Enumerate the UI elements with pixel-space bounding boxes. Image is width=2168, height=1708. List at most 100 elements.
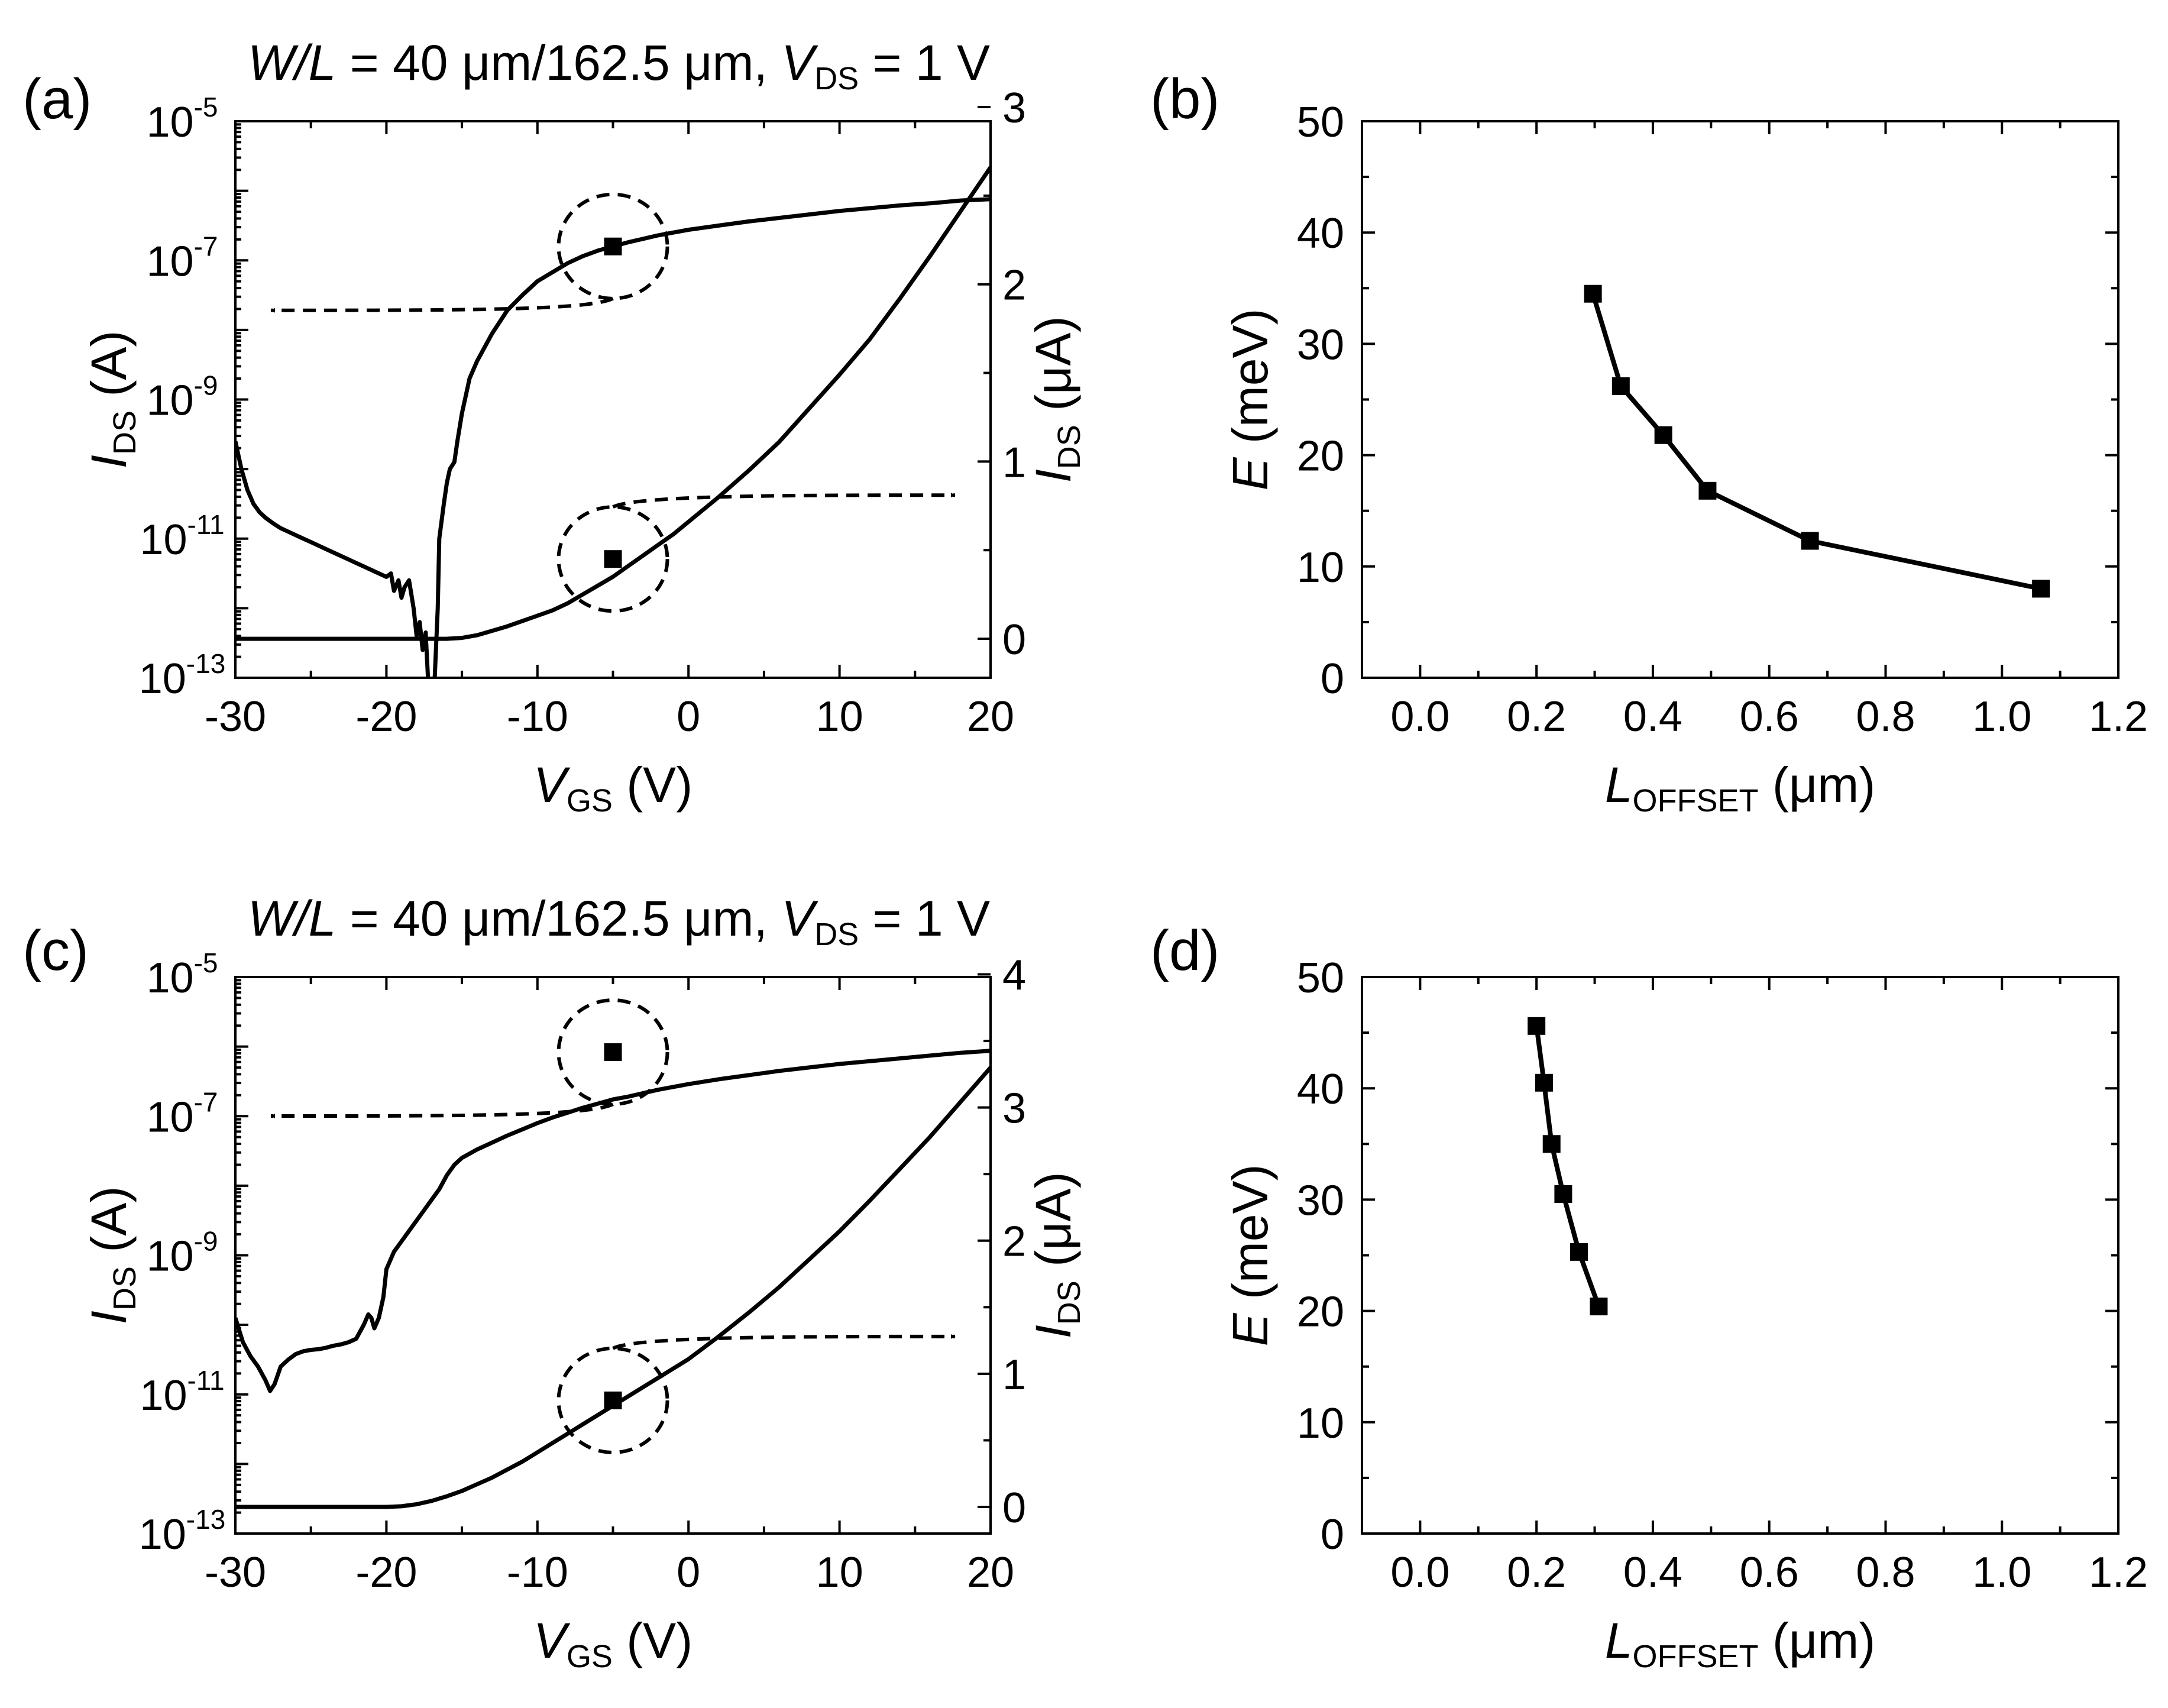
data-point	[2032, 580, 2050, 598]
plot-frame	[1361, 120, 2120, 679]
x-tick-label: -10	[507, 693, 568, 740]
y-left-tick-label: 10-7	[147, 1086, 218, 1141]
x-axis-label: VGS (V)	[533, 1613, 693, 1674]
x-tick-label: 0.2	[1507, 693, 1566, 740]
x-tick-label: 20	[967, 1549, 1014, 1596]
x-tick-label: -30	[205, 1549, 266, 1596]
plot-frame	[1361, 976, 2120, 1535]
x-tick-label: 0	[677, 693, 700, 740]
y-left-tick-label: 10-7	[147, 231, 218, 285]
y-tick-label: 20	[1297, 433, 1344, 480]
data-point	[1570, 1243, 1588, 1261]
y-left-tick-label: 10-9	[147, 370, 218, 425]
x-tick-label: 20	[967, 693, 1014, 740]
x-tick-label: 0.6	[1740, 693, 1799, 740]
x-tick-label: -10	[507, 1549, 568, 1596]
log-curve-line	[235, 197, 991, 678]
y-right-tick-label: 0	[1002, 616, 1026, 664]
data-point	[1584, 284, 1602, 303]
highlight-marker	[604, 1391, 622, 1409]
x-tick-label: 0.8	[1856, 693, 1915, 740]
data-point	[1535, 1073, 1553, 1092]
dashed-circle	[556, 505, 669, 613]
y-right-tick-label: 2	[1002, 262, 1026, 309]
panel-label: (c)	[22, 919, 89, 982]
highlight-marker	[604, 550, 622, 568]
linear-curve-line	[235, 1066, 991, 1509]
y-tick-label: 30	[1297, 321, 1344, 368]
x-tick-label: 10	[816, 693, 863, 740]
data-point	[1801, 532, 1819, 550]
y-left-tick-label: 10-13	[139, 1504, 226, 1558]
data-point	[1654, 426, 1672, 444]
data-point	[1590, 1298, 1608, 1316]
right-axis-arrow	[612, 1334, 956, 1350]
x-tick-label: 1.0	[1972, 1549, 2031, 1596]
highlight-marker	[604, 1043, 622, 1062]
y-left-tick-label: 10-9	[147, 1226, 218, 1280]
y-right-tick-label: 1	[1002, 1351, 1026, 1399]
y-tick-label: 40	[1297, 1066, 1344, 1113]
x-tick-label: 0.8	[1856, 1549, 1915, 1596]
panel-label: (b)	[1150, 67, 1219, 131]
right-axis-arrow	[612, 493, 956, 509]
y-tick-label: 50	[1297, 99, 1344, 146]
chart-title: W/L = 40 μm/162.5 μm, VDS = 1 V	[248, 35, 990, 96]
linear-curve-line	[235, 166, 991, 641]
y-tick-label: 10	[1297, 544, 1344, 591]
plot-frame	[234, 120, 992, 679]
data-point	[1612, 377, 1630, 395]
y-right-tick-label: 0	[1002, 1484, 1026, 1532]
y-left-tick-label: 10-5	[147, 92, 218, 146]
x-axis-label: LOFFSET (μm)	[1605, 757, 1875, 819]
x-tick-label: -20	[355, 1549, 417, 1596]
x-tick-label: -20	[355, 693, 417, 740]
data-point	[1542, 1135, 1561, 1153]
panel-label: (a)	[22, 67, 92, 131]
x-tick-label: 0.0	[1390, 1549, 1449, 1596]
panel-label: (d)	[1150, 919, 1219, 982]
series-line	[1534, 1026, 1601, 1308]
dashed-circle	[556, 998, 669, 1107]
y-right-tick-label: 4	[1002, 952, 1026, 999]
y-tick-label: 0	[1321, 1511, 1344, 1558]
y-tick-label: 10	[1297, 1400, 1344, 1447]
y-tick-label: 30	[1297, 1177, 1344, 1224]
data-point	[1554, 1185, 1572, 1203]
chart-title: W/L = 40 μm/162.5 μm, VDS = 1 V	[248, 891, 990, 952]
x-tick-label: 1.2	[2089, 693, 2148, 740]
data-point	[1528, 1017, 1546, 1035]
left-axis-arrow	[270, 1102, 614, 1119]
dashed-circle	[556, 1346, 669, 1454]
y-left-tick-label: 10-11	[140, 509, 224, 564]
y-left-axis-label: IDS (A)	[81, 331, 143, 469]
plot-area	[235, 166, 991, 678]
x-axis-label: LOFFSET (μm)	[1605, 1613, 1875, 1674]
x-tick-label: 0.4	[1623, 1549, 1682, 1596]
y-axis-label: E (meV)	[1222, 308, 1278, 490]
y-tick-label: 20	[1297, 1289, 1344, 1336]
plot-area	[235, 1049, 991, 1509]
y-left-tick-label: 10-11	[140, 1365, 224, 1419]
left-axis-arrow	[270, 297, 614, 313]
x-axis-label: VGS (V)	[533, 757, 693, 819]
y-tick-label: 0	[1321, 655, 1344, 703]
y-tick-label: 40	[1297, 210, 1344, 257]
y-right-tick-label: 1	[1002, 439, 1026, 486]
y-left-tick-label: 10-5	[147, 947, 218, 1002]
y-right-axis-label: IDS (μA)	[1025, 1172, 1087, 1338]
x-tick-label: 0	[677, 1549, 700, 1596]
series-line	[1590, 293, 2041, 591]
x-tick-label: 0.6	[1740, 1549, 1799, 1596]
x-tick-label: 0.4	[1623, 693, 1682, 740]
y-left-tick-label: 10-13	[139, 648, 226, 703]
y-left-axis-label: IDS (A)	[81, 1186, 143, 1325]
y-right-tick-label: 2	[1002, 1218, 1026, 1266]
log-curve-line	[235, 1049, 991, 1393]
x-tick-label: 1.2	[2089, 1549, 2148, 1596]
highlight-marker	[604, 237, 622, 255]
x-tick-label: 0.0	[1390, 693, 1449, 740]
x-tick-label: 0.2	[1507, 1549, 1566, 1596]
y-right-axis-label: IDS (μA)	[1025, 316, 1087, 483]
